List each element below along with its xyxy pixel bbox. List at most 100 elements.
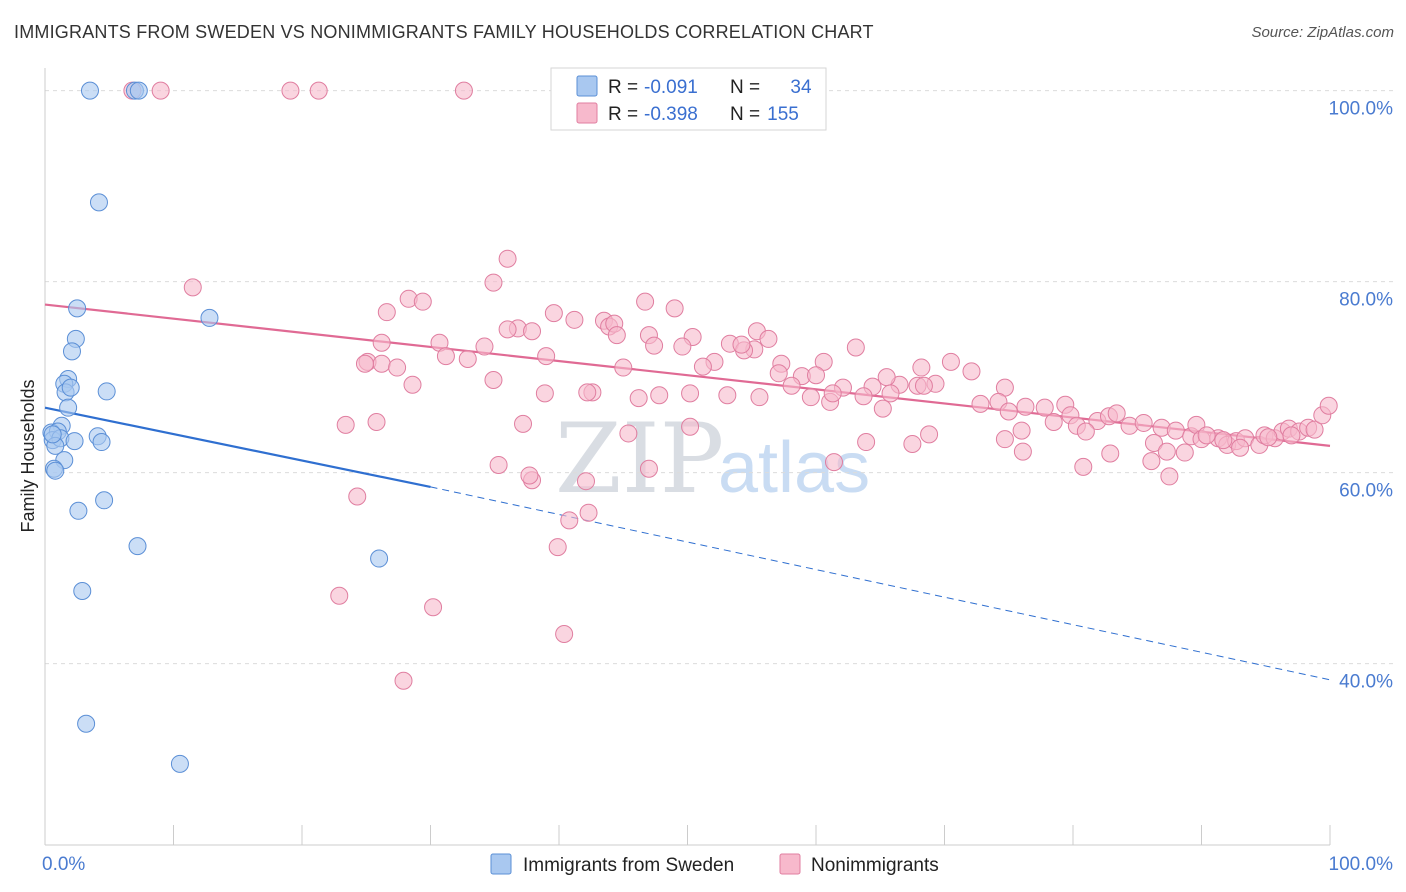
trend-line-extension-0 <box>430 486 1331 681</box>
point-1-82 <box>1134 413 1153 432</box>
point-1-72 <box>971 394 990 413</box>
y-tick-label-1: 80.0% <box>1339 290 1393 311</box>
point-1-42 <box>693 357 712 376</box>
y-tick-labels: 100.0% 80.0% 60.0% 40.0% <box>1329 99 1394 693</box>
point-1-122 <box>1013 442 1032 461</box>
point-1-129 <box>920 425 939 444</box>
point-1-59 <box>629 389 648 408</box>
legend-n-label-nonimmigrants: N = <box>730 104 760 125</box>
point-1-138 <box>548 538 567 557</box>
point-0-11 <box>61 378 80 397</box>
point-0-28 <box>128 537 147 556</box>
x-tick-label-1: 100.0% <box>1329 854 1394 875</box>
point-1-49 <box>782 376 801 395</box>
point-1-47 <box>484 370 503 389</box>
point-1-41 <box>388 358 407 377</box>
point-1-110 <box>1197 426 1216 445</box>
point-1-99 <box>1305 420 1324 439</box>
point-1-134 <box>520 466 539 485</box>
point-0-31 <box>77 714 96 733</box>
point-1-66 <box>854 387 873 406</box>
point-1-7 <box>183 278 202 297</box>
legend-r-label-nonimmigrants: R = <box>608 104 638 125</box>
point-0-13 <box>59 398 78 417</box>
point-0-20 <box>92 433 111 452</box>
point-1-36 <box>537 347 556 366</box>
legend-n-value-sweden: 34 <box>790 77 812 98</box>
bottom-legend: Immigrants from Sweden Nonimmigrants <box>490 853 939 876</box>
point-1-22 <box>759 329 778 348</box>
point-0-7 <box>62 342 81 361</box>
legend: R = -0.091 N = 34 R = -0.398 N = 155 <box>550 67 827 131</box>
legend-n-value-nonimmigrants: 155 <box>767 104 799 125</box>
point-1-13 <box>665 299 684 318</box>
legend-swatch-nonimmigrants <box>576 102 598 124</box>
point-1-123 <box>1074 457 1093 476</box>
point-1-74 <box>999 402 1018 421</box>
point-1-27 <box>673 337 692 356</box>
point-0-32 <box>170 754 189 773</box>
point-1-147 <box>614 358 633 377</box>
point-1-108 <box>1157 442 1176 461</box>
point-1-61 <box>681 384 700 403</box>
point-1-146 <box>607 326 626 345</box>
point-0-29 <box>370 549 389 568</box>
point-1-107 <box>1144 433 1163 452</box>
point-1-109 <box>1175 443 1194 462</box>
data-points <box>42 81 1338 773</box>
axes <box>44 68 1331 846</box>
point-1-34 <box>372 354 391 373</box>
legend-n-label-sweden: N = <box>730 77 760 98</box>
point-1-140 <box>424 598 443 617</box>
point-1-1 <box>151 81 170 100</box>
point-1-104 <box>1044 412 1063 431</box>
bottom-legend-swatch-nonimmigrants <box>779 853 801 875</box>
point-1-144 <box>565 310 584 329</box>
x-tick-labels: 0.0% 100.0% <box>42 854 1393 875</box>
point-1-114 <box>1282 426 1301 445</box>
point-1-67 <box>881 384 900 403</box>
point-1-126 <box>1160 467 1179 486</box>
point-1-44 <box>912 358 931 377</box>
point-1-143 <box>355 354 374 373</box>
point-1-3 <box>309 81 328 100</box>
point-1-124 <box>1101 444 1120 463</box>
bottom-legend-swatch-sweden <box>490 853 512 875</box>
point-1-111 <box>1214 431 1233 450</box>
point-1-102 <box>1012 421 1031 440</box>
point-1-142 <box>394 671 413 690</box>
point-0-0 <box>80 81 99 100</box>
watermark-zip: ZIP <box>555 403 724 515</box>
point-1-26 <box>645 336 664 355</box>
point-1-115 <box>336 415 355 434</box>
point-1-127 <box>857 433 876 452</box>
bottom-legend-label-sweden: Immigrants from Sweden <box>523 855 734 876</box>
gridlines <box>45 90 1393 665</box>
point-1-139 <box>330 586 349 605</box>
point-1-145 <box>498 320 517 339</box>
point-1-63 <box>750 388 769 407</box>
y-tick-label-3: 40.0% <box>1339 672 1393 693</box>
point-0-2 <box>129 81 148 100</box>
point-1-130 <box>824 453 843 472</box>
chart-title: IMMIGRANTS FROM SWEDEN VS NONIMMIGRANTS … <box>14 22 874 42</box>
y-tick-label-0: 100.0% <box>1329 99 1394 120</box>
legend-r-value-sweden: -0.091 <box>644 77 698 98</box>
point-1-106 <box>1076 422 1095 441</box>
point-0-5 <box>200 308 219 327</box>
point-1-17 <box>523 322 542 341</box>
point-1-60 <box>650 386 669 405</box>
point-1-125 <box>1142 452 1161 471</box>
point-1-40 <box>458 349 477 368</box>
point-0-33 <box>43 425 62 444</box>
point-1-132 <box>576 472 595 491</box>
legend-r-value-nonimmigrants: -0.398 <box>644 104 698 125</box>
point-0-3 <box>89 193 108 212</box>
point-1-113 <box>1259 428 1278 447</box>
watermark-atlas: atlas <box>718 428 870 508</box>
point-1-10 <box>636 292 655 311</box>
point-1-135 <box>560 511 579 530</box>
point-1-6 <box>484 273 503 292</box>
point-1-148 <box>807 366 825 385</box>
